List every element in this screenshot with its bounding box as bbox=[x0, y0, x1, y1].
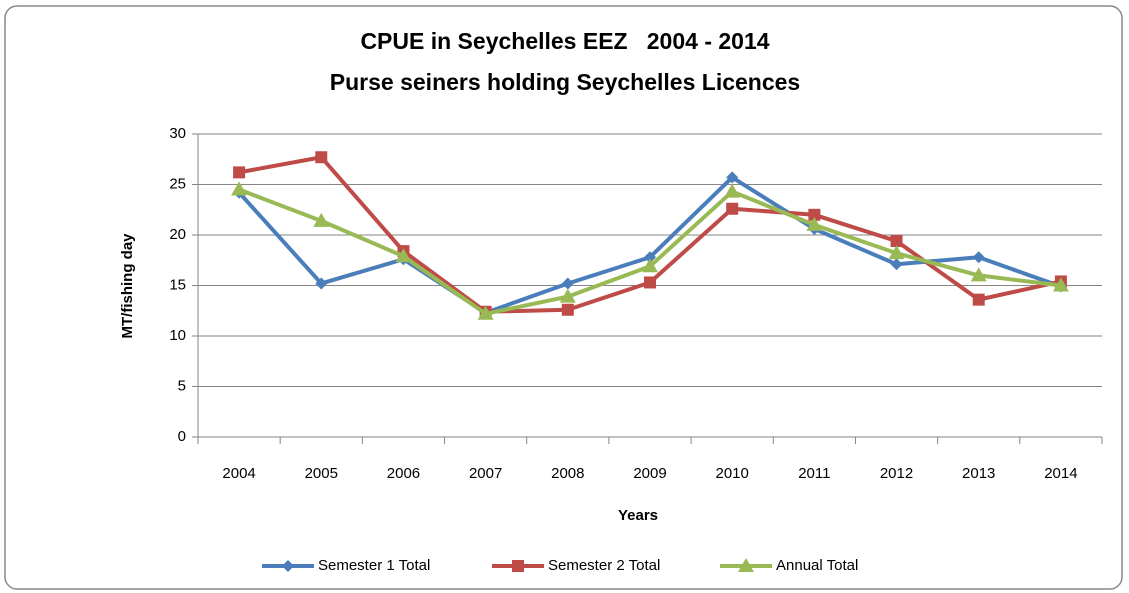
chart-subtitle: Purse seiners holding Seychelles Licence… bbox=[330, 69, 800, 95]
marker bbox=[970, 267, 987, 282]
x-tick-label: 2008 bbox=[551, 465, 584, 482]
legend-label: Semester 1 Total bbox=[318, 557, 430, 574]
legend-label: Semester 2 Total bbox=[548, 557, 660, 574]
marker bbox=[559, 288, 576, 303]
x-tick-label: 2007 bbox=[469, 465, 502, 482]
marker bbox=[315, 277, 328, 290]
x-tick-label: 2012 bbox=[880, 465, 913, 482]
marker bbox=[644, 251, 656, 264]
y-tick-label: 5 bbox=[178, 377, 186, 394]
x-axis-title: Years bbox=[618, 507, 658, 524]
marker bbox=[561, 303, 574, 316]
x-tick-label: 2011 bbox=[798, 465, 830, 482]
legend-marker bbox=[282, 560, 294, 572]
y-tick-label: 30 bbox=[169, 125, 186, 142]
marker bbox=[888, 245, 905, 260]
marker bbox=[233, 166, 246, 179]
x-tick-label: 2014 bbox=[1044, 465, 1077, 482]
marker bbox=[644, 276, 656, 289]
marker bbox=[890, 258, 903, 271]
x-tick-label: 2005 bbox=[305, 465, 338, 482]
y-tick-label: 0 bbox=[178, 428, 186, 445]
legend-marker bbox=[738, 558, 754, 572]
x-tick-label: 2013 bbox=[962, 465, 995, 482]
marker bbox=[726, 171, 739, 184]
legend-marker bbox=[512, 560, 524, 572]
y-tick-label: 20 bbox=[169, 226, 186, 243]
marker bbox=[315, 151, 328, 164]
marker bbox=[395, 248, 412, 263]
chart-title: CPUE in Seychelles EEZ 2004 - 2014 bbox=[360, 28, 769, 54]
marker bbox=[1052, 277, 1069, 292]
marker bbox=[231, 181, 248, 196]
marker bbox=[561, 277, 574, 290]
marker bbox=[726, 202, 739, 215]
marker bbox=[972, 251, 985, 264]
y-tick-label: 10 bbox=[169, 327, 186, 344]
marker bbox=[972, 293, 985, 306]
y-tick-label: 25 bbox=[169, 175, 186, 192]
legend-label: Annual Total bbox=[776, 557, 858, 574]
marker bbox=[808, 208, 821, 221]
marker bbox=[724, 183, 741, 198]
marker bbox=[890, 235, 903, 248]
x-tick-label: 2010 bbox=[715, 465, 748, 482]
x-tick-label: 2009 bbox=[633, 465, 666, 482]
marker bbox=[313, 212, 330, 227]
x-tick-label: 2006 bbox=[387, 465, 420, 482]
marker bbox=[477, 305, 494, 320]
marker bbox=[806, 216, 823, 231]
y-tick-label: 15 bbox=[169, 276, 186, 293]
y-axis-title: MT/fishing day bbox=[119, 233, 136, 339]
x-tick-label: 2004 bbox=[222, 465, 255, 482]
marker bbox=[642, 258, 658, 273]
